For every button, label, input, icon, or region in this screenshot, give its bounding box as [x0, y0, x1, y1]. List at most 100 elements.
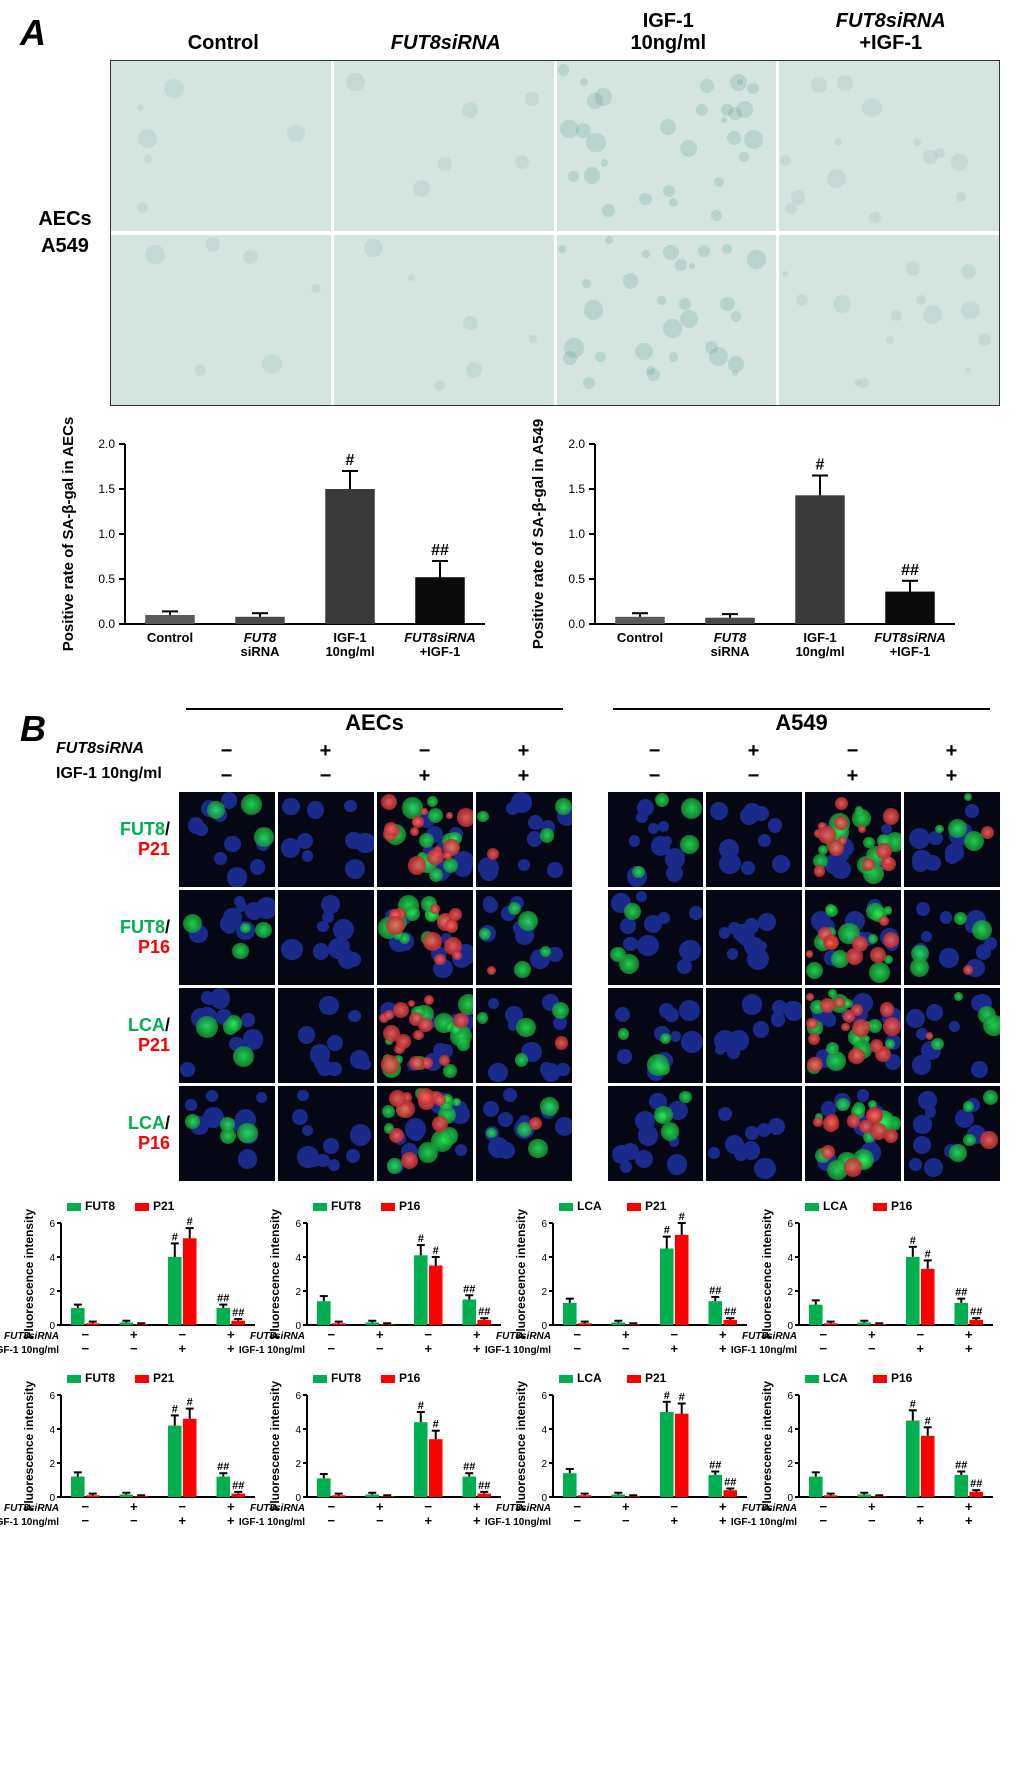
svg-text:FUT8: FUT8: [714, 630, 747, 645]
svg-text:##: ##: [724, 1477, 736, 1489]
svg-text:−: −: [670, 1499, 678, 1514]
colA-0: Control: [114, 32, 333, 54]
svg-text:6: 6: [541, 1219, 547, 1230]
svg-text:+: +: [965, 1327, 973, 1342]
svg-text:#: #: [187, 1397, 193, 1409]
svg-text:−: −: [868, 1513, 876, 1528]
svg-text:P16: P16: [399, 1371, 421, 1385]
svg-text:6: 6: [295, 1219, 301, 1230]
svg-text:−: −: [868, 1341, 876, 1356]
mini-0-3: LCA P16 Fluorescence intensity 0246−−+−#…: [759, 1197, 999, 1367]
svg-text:IGF-1: IGF-1: [333, 630, 366, 645]
svg-text:siRNA: siRNA: [710, 644, 750, 659]
svg-text:##: ##: [463, 1283, 475, 1295]
svg-text:+: +: [965, 1341, 973, 1356]
svg-text:##: ##: [970, 1478, 982, 1490]
svg-text:+: +: [916, 1513, 924, 1528]
svg-text:##: ##: [955, 1460, 967, 1472]
svg-text:+: +: [130, 1499, 138, 1514]
svg-text:1.0: 1.0: [98, 527, 115, 541]
mini-1-0: FUT8 P21 Fluorescence intensity 0246−−+−…: [21, 1369, 261, 1539]
svg-text:#: #: [925, 1415, 931, 1427]
svg-text:FUT8siRNA: FUT8siRNA: [4, 1331, 59, 1342]
svg-text:−: −: [573, 1499, 581, 1514]
panel-A: A Control FUT8siRNA IGF-110ng/ml FUT8siR…: [20, 10, 1000, 684]
rowA-0: AECs: [20, 208, 110, 231]
panel-A-label: A: [20, 12, 110, 54]
svg-text:−: −: [81, 1327, 89, 1342]
mini-0-0: FUT8 P21 Fluorescence intensity 0246−−+−…: [21, 1197, 261, 1367]
svg-text:FUT8siRNA: FUT8siRNA: [4, 1503, 59, 1514]
svg-text:6: 6: [787, 1219, 793, 1230]
svg-text:10ng/ml: 10ng/ml: [795, 644, 844, 659]
svg-text:+: +: [227, 1513, 235, 1528]
svg-text:2: 2: [541, 1459, 547, 1470]
rowA-1: A549: [20, 235, 110, 258]
svg-text:2: 2: [295, 1459, 301, 1470]
svg-text:#: #: [172, 1231, 178, 1243]
svg-text:−: −: [327, 1327, 335, 1342]
svg-text:+: +: [965, 1513, 973, 1528]
svg-text:Positive rate of SA-β-gal in A: Positive rate of SA-β-gal in AECs: [60, 417, 77, 651]
svg-text:6: 6: [49, 1391, 55, 1402]
svg-text:2.0: 2.0: [98, 437, 115, 451]
svg-text:4: 4: [49, 1253, 55, 1264]
svg-text:IGF-1 10ng/ml: IGF-1 10ng/ml: [731, 1345, 797, 1356]
svg-text:1.5: 1.5: [568, 482, 585, 496]
svg-text:##: ##: [724, 1306, 736, 1318]
svg-text:##: ##: [478, 1306, 490, 1318]
svg-text:+: +: [670, 1513, 678, 1528]
svg-text:FUT8: FUT8: [85, 1371, 115, 1385]
svg-text:+: +: [424, 1513, 432, 1528]
svg-text:IGF-1 10ng/ml: IGF-1 10ng/ml: [485, 1517, 551, 1528]
svg-text:FUT8siRNA: FUT8siRNA: [742, 1503, 797, 1514]
svg-text:6: 6: [49, 1219, 55, 1230]
svg-text:Fluorescence intensity: Fluorescence intensity: [514, 1381, 528, 1511]
svg-text:4: 4: [787, 1425, 793, 1436]
svg-text:4: 4: [541, 1425, 547, 1436]
svg-text:##: ##: [709, 1285, 721, 1297]
svg-text:##: ##: [232, 1307, 244, 1319]
svg-text:+: +: [376, 1327, 384, 1342]
svg-text:LCA: LCA: [823, 1199, 848, 1213]
svg-text:#: #: [925, 1248, 931, 1260]
svg-text:P21: P21: [645, 1199, 667, 1213]
svg-text:##: ##: [901, 562, 919, 579]
svg-text:−: −: [819, 1513, 827, 1528]
panelB-quant: FUT8 P21 Fluorescence intensity 0246−−+−…: [20, 1197, 1000, 1539]
svg-text:+IGF-1: +IGF-1: [420, 644, 461, 659]
svg-text:IGF-1: IGF-1: [803, 630, 836, 645]
svg-text:+: +: [227, 1341, 235, 1356]
svg-text:−: −: [622, 1513, 630, 1528]
svg-text:Fluorescence intensity: Fluorescence intensity: [760, 1381, 774, 1511]
svg-text:+: +: [719, 1513, 727, 1528]
svg-text:−: −: [327, 1341, 335, 1356]
panel-B: B AECs A549 FUT8siRNA−+−+−+−+IGF-1 10ng/…: [20, 708, 1000, 1539]
svg-text:Fluorescence intensity: Fluorescence intensity: [22, 1381, 36, 1511]
svg-text:2: 2: [295, 1287, 301, 1298]
svg-text:FUT8siRNA: FUT8siRNA: [404, 630, 476, 645]
svg-text:2: 2: [787, 1459, 793, 1470]
if-row-labels: FUT8/P21FUT8/P16LCA/P21LCA/P16: [56, 792, 176, 1181]
svg-text:#: #: [433, 1419, 439, 1431]
svg-text:−: −: [81, 1341, 89, 1356]
svg-text:+: +: [473, 1499, 481, 1514]
svg-text:#: #: [664, 1390, 670, 1402]
svg-text:Fluorescence intensity: Fluorescence intensity: [268, 1381, 282, 1511]
colA-2: IGF-110ng/ml: [559, 10, 778, 54]
svg-text:1.0: 1.0: [568, 527, 585, 541]
svg-text:2.0: 2.0: [568, 437, 585, 451]
svg-text:+: +: [227, 1499, 235, 1514]
svg-text:−: −: [178, 1499, 186, 1514]
if-grid-aecs: [179, 792, 572, 1181]
colA-1: FUT8siRNA: [337, 32, 556, 54]
mini-1-2: LCA P21 Fluorescence intensity 0246−−+−#…: [513, 1369, 753, 1539]
svg-text:+: +: [424, 1341, 432, 1356]
svg-text:−: −: [916, 1327, 924, 1342]
svg-text:Fluorescence intensity: Fluorescence intensity: [514, 1209, 528, 1339]
svg-text:##: ##: [478, 1480, 490, 1492]
svg-text:−: −: [670, 1327, 678, 1342]
svg-text:4: 4: [295, 1253, 301, 1264]
if-grid-a549: [608, 792, 1001, 1181]
svg-text:+: +: [622, 1327, 630, 1342]
